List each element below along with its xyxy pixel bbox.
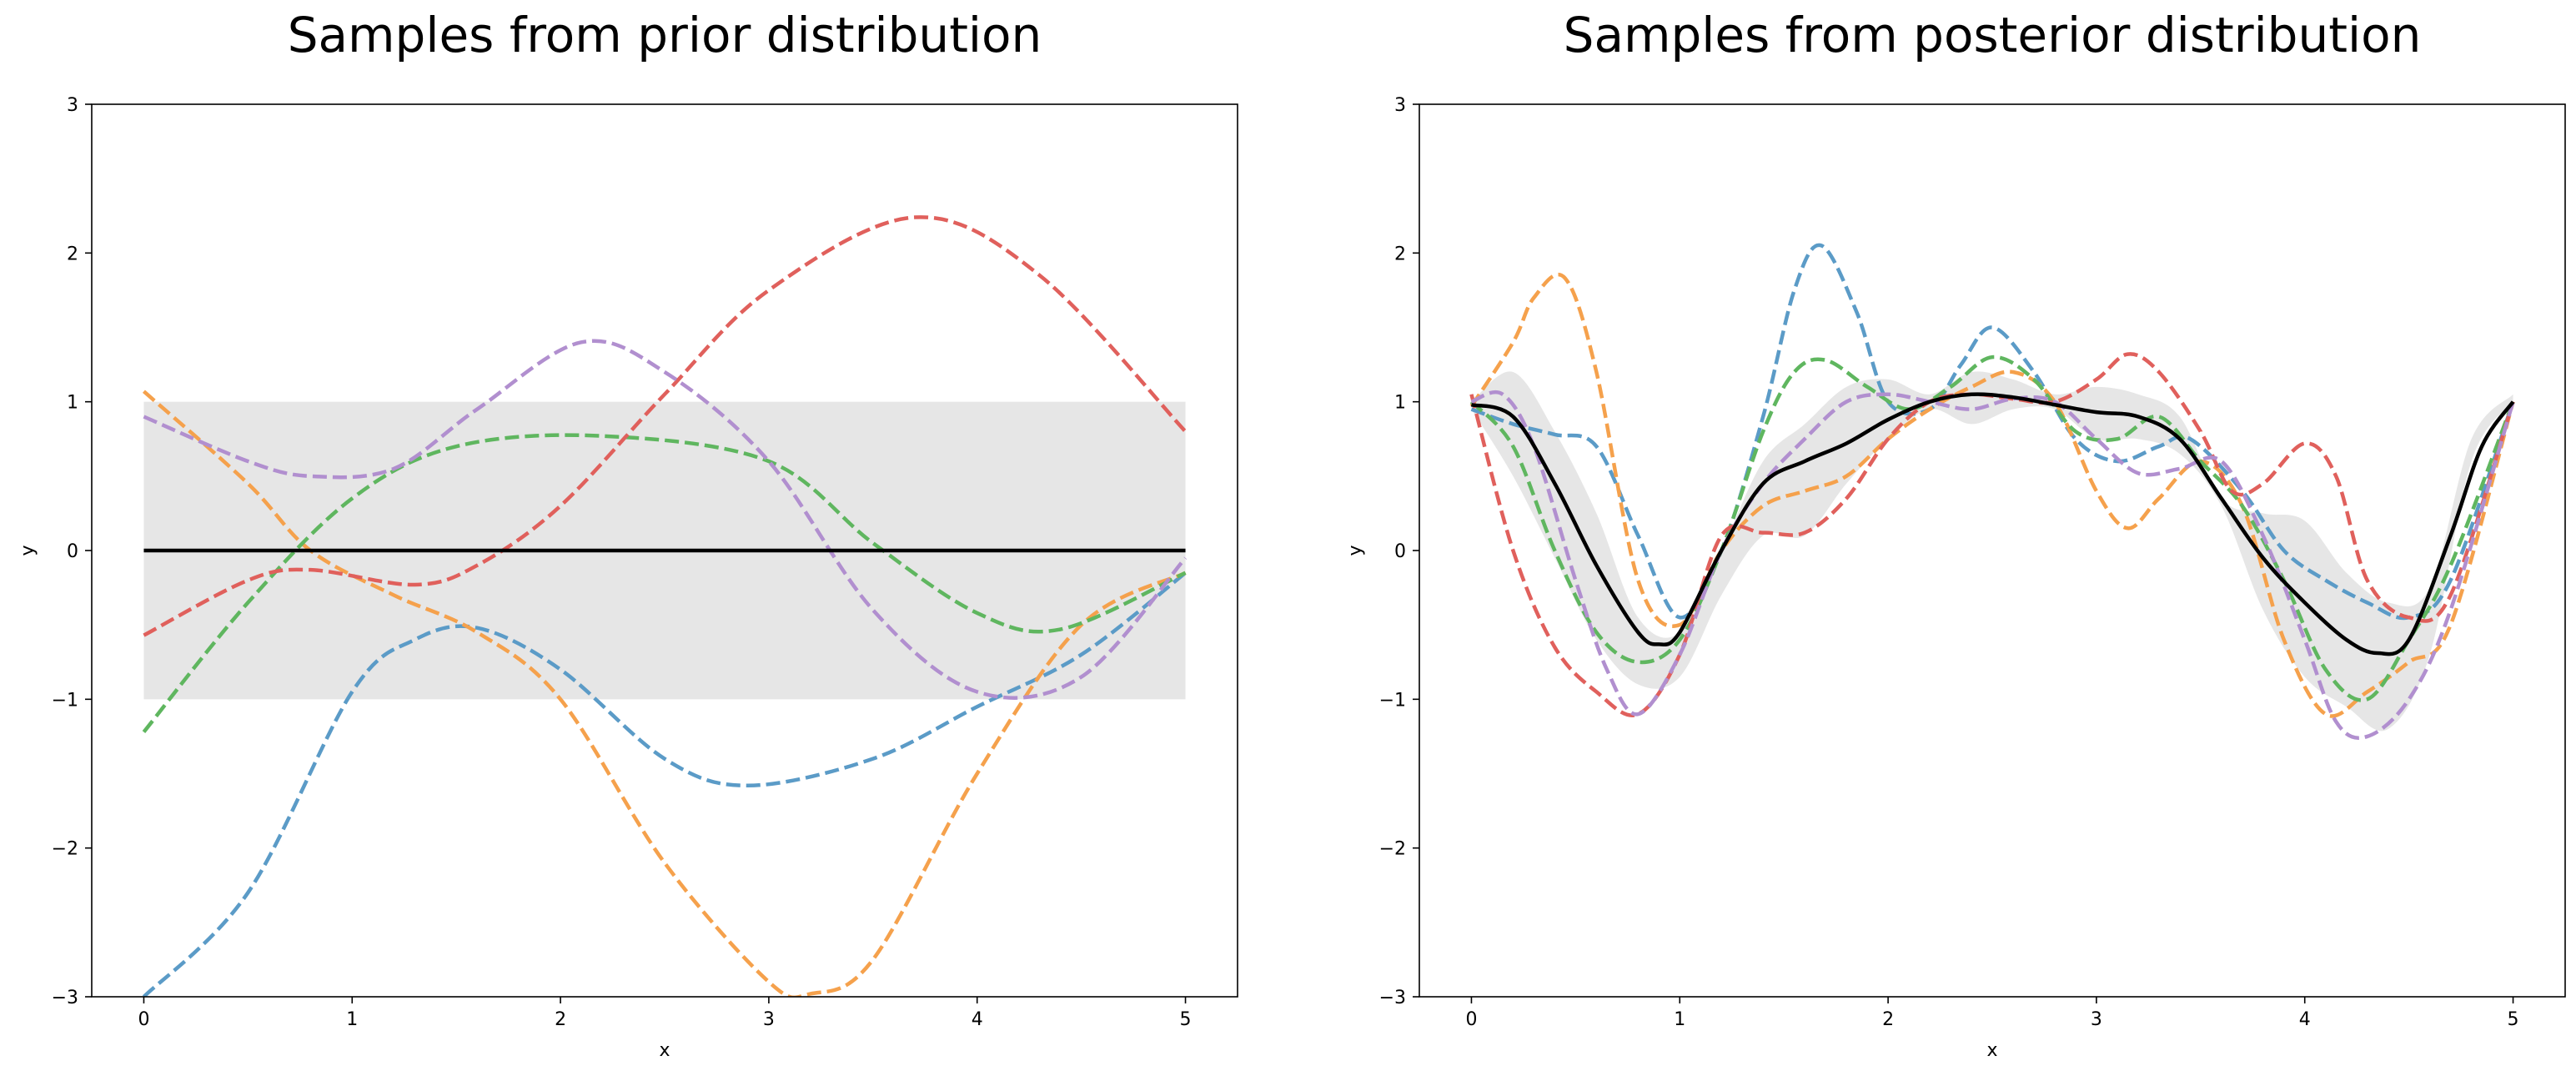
y-tick-label: −3 <box>52 988 78 1008</box>
x-tick-label: 1 <box>1674 1009 1685 1030</box>
x-tick-label: 2 <box>1882 1009 1894 1030</box>
y-tick-label: −3 <box>1379 988 1406 1008</box>
x-tick-label: 3 <box>763 1009 775 1030</box>
sample-line-4 <box>143 215 1188 637</box>
y-tick-label: 1 <box>67 393 78 414</box>
y-tick-label: −1 <box>1379 690 1406 711</box>
y-tick-label: 2 <box>1394 244 1406 264</box>
y-tick-label: 2 <box>67 244 78 264</box>
prior-y-label: y <box>18 545 38 556</box>
x-tick-label: 1 <box>346 1009 358 1030</box>
prior-panel: Samples from prior distribution 0 1 2 3 4 5 −… <box>18 7 1238 1061</box>
sample-line-1 <box>142 571 1187 997</box>
sample-line-3 <box>1469 354 2515 702</box>
posterior-plot-area <box>1469 243 2515 740</box>
posterior-panel: Samples from posterior distribution 0 1 2 3… <box>1345 7 2566 1061</box>
posterior-y-ticks: −3 −2 −1 0 1 2 3 <box>1379 95 1419 1008</box>
sample-line-3 <box>142 433 1187 733</box>
x-tick-label: 4 <box>2299 1009 2311 1030</box>
y-tick-label: −2 <box>52 839 78 860</box>
posterior-x-ticks: 0 1 2 3 4 5 <box>1465 997 2519 1030</box>
y-tick-label: −1 <box>52 690 78 711</box>
posterior-mean-line <box>1470 392 2515 656</box>
x-tick-label: 0 <box>1465 1009 1477 1030</box>
posterior-x-label: x <box>1986 1040 1997 1061</box>
posterior-confidence-band <box>1471 371 2513 732</box>
y-tick-label: 0 <box>67 541 78 562</box>
x-tick-label: 3 <box>2091 1009 2102 1030</box>
prior-x-label: x <box>659 1040 670 1061</box>
posterior-title: Samples from posterior distribution <box>1564 7 2422 63</box>
y-tick-label: 3 <box>67 95 78 116</box>
y-tick-label: 0 <box>1394 541 1406 562</box>
sample-line-2 <box>1469 272 2515 718</box>
sample-line-1 <box>1470 243 2515 621</box>
x-tick-label: 4 <box>972 1009 983 1030</box>
sample-line-5 <box>1470 390 2515 740</box>
y-tick-label: 1 <box>1394 393 1406 414</box>
prior-title: Samples from prior distribution <box>288 7 1042 63</box>
x-tick-label: 2 <box>555 1009 566 1030</box>
prior-plot-area <box>142 215 1188 997</box>
y-tick-label: −2 <box>1379 839 1406 860</box>
x-tick-label: 0 <box>138 1009 149 1030</box>
posterior-y-label: y <box>1345 545 1366 556</box>
prior-x-ticks: 0 1 2 3 4 5 <box>138 997 1192 1030</box>
prior-y-ticks: −3 −2 −1 0 1 2 3 <box>52 95 92 1008</box>
y-tick-label: 3 <box>1394 95 1406 116</box>
x-tick-label: 5 <box>1180 1009 1192 1030</box>
x-tick-label: 5 <box>2508 1009 2519 1030</box>
